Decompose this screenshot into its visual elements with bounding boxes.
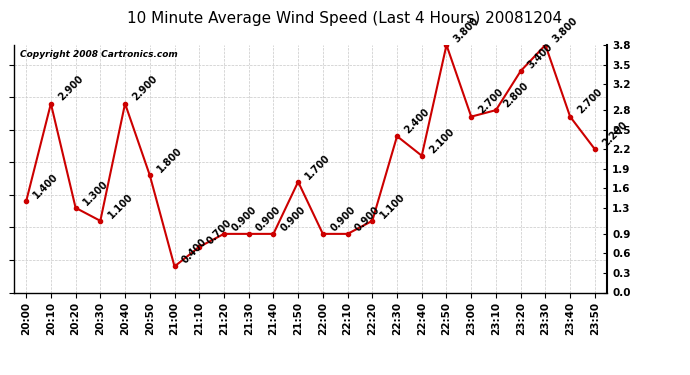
Text: 0.900: 0.900 xyxy=(230,204,258,233)
Text: 3.800: 3.800 xyxy=(551,15,580,44)
Text: 3.400: 3.400 xyxy=(526,42,555,70)
Text: 0.900: 0.900 xyxy=(279,204,308,233)
Text: 2.800: 2.800 xyxy=(502,81,531,110)
Text: 0.900: 0.900 xyxy=(254,204,283,233)
Text: 2.100: 2.100 xyxy=(427,126,456,155)
Text: 2.700: 2.700 xyxy=(477,87,506,116)
Text: Copyright 2008 Cartronics.com: Copyright 2008 Cartronics.com xyxy=(20,50,177,59)
Text: 1.300: 1.300 xyxy=(81,178,110,207)
Text: 1.700: 1.700 xyxy=(304,152,333,181)
Text: 2.700: 2.700 xyxy=(575,87,604,116)
Text: 2.200: 2.200 xyxy=(600,120,629,148)
Text: 0.400: 0.400 xyxy=(180,237,209,266)
Text: 2.400: 2.400 xyxy=(402,106,431,135)
Text: 10 Minute Average Wind Speed (Last 4 Hours) 20081204: 10 Minute Average Wind Speed (Last 4 Hou… xyxy=(128,11,562,26)
Text: 2.900: 2.900 xyxy=(130,74,159,103)
Text: 1.800: 1.800 xyxy=(155,146,184,174)
Text: 0.900: 0.900 xyxy=(328,204,357,233)
Text: 2.900: 2.900 xyxy=(57,74,86,103)
Text: 3.800: 3.800 xyxy=(452,15,481,44)
Text: 0.900: 0.900 xyxy=(353,204,382,233)
Text: 0.700: 0.700 xyxy=(205,217,234,246)
Text: 1.400: 1.400 xyxy=(32,172,61,201)
Text: 1.100: 1.100 xyxy=(106,191,135,220)
Text: 1.100: 1.100 xyxy=(378,191,406,220)
